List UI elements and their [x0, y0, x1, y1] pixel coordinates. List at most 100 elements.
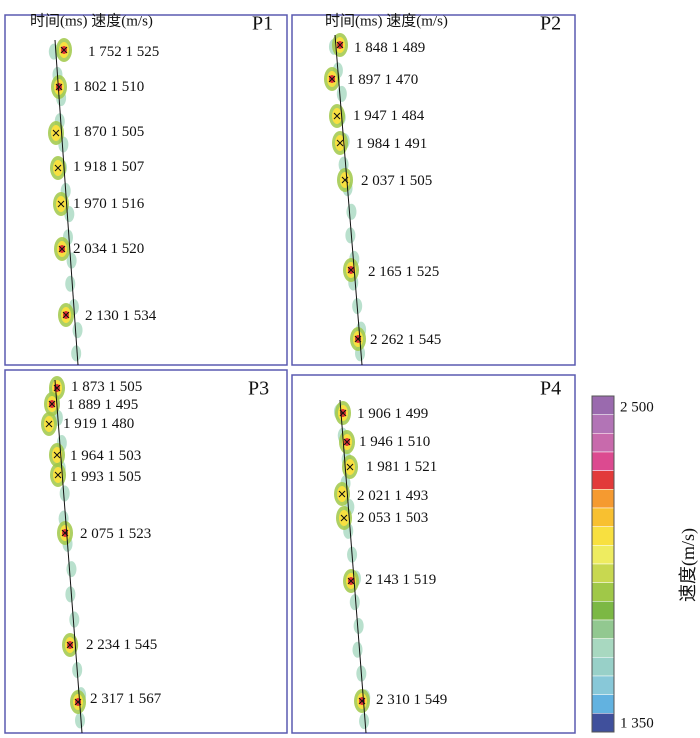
spectrum-blob — [65, 275, 76, 292]
colorbar-segment — [591, 433, 615, 453]
pick-label: 1 848 1 489 — [354, 40, 425, 56]
pick-time: 1 897 — [347, 72, 381, 88]
spectrum-blob — [349, 594, 360, 611]
pick-time: 2 262 — [370, 332, 404, 348]
pick-label: 1 919 1 480 — [63, 416, 134, 432]
colorbar-segment — [591, 451, 615, 471]
pick-label: 1 918 1 507 — [73, 159, 145, 175]
pick-marker — [54, 471, 62, 479]
pick-time: 1 889 — [67, 397, 101, 413]
pick-velocity: 1 549 — [414, 692, 448, 708]
colorbar-frame — [591, 395, 615, 733]
spectrum-blob — [336, 85, 347, 102]
pick-velocity: 1 523 — [118, 526, 152, 542]
pick-marker — [347, 266, 355, 274]
pick-velocity: 1 525 — [406, 264, 440, 280]
pick-velocity: 1 480 — [101, 416, 135, 432]
pick-time: 2 310 — [376, 692, 410, 708]
pick-velocity: 1 510 — [111, 79, 145, 95]
pick-label: 1 906 1 499 — [357, 406, 428, 422]
spectrum-blob — [69, 611, 80, 628]
spectrum-blob — [71, 345, 82, 362]
pick-velocity: 1 510 — [397, 434, 431, 450]
colorbar-segment — [591, 601, 615, 621]
spectrum-blob — [72, 322, 83, 339]
pick-marker — [328, 75, 336, 83]
pick-marker — [58, 245, 66, 253]
panel-label: P3 — [248, 378, 269, 400]
pick-velocity: 1 495 — [105, 397, 139, 413]
pick-label: 1 802 1 510 — [73, 79, 144, 95]
pick-time: 2 165 — [368, 264, 402, 280]
pick-marker — [347, 577, 355, 585]
colorbar-segment — [591, 657, 615, 677]
pick-label: 2 130 1 534 — [85, 308, 157, 324]
pick-velocity: 1 505 — [399, 173, 433, 189]
pick-label: 1 752 1 525 — [88, 44, 159, 60]
pick-velocity: 1 521 — [404, 459, 438, 475]
colorbar-segment — [591, 694, 615, 714]
colorbar-segment — [591, 470, 615, 490]
pick-velocity: 1 491 — [394, 136, 428, 152]
pick-marker — [57, 200, 65, 208]
panel-label: P2 — [540, 13, 561, 35]
pick-marker — [53, 451, 61, 459]
pick-label: 2 037 1 505 — [361, 173, 432, 189]
pick-marker — [333, 112, 341, 120]
pick-marker — [338, 490, 346, 498]
pick-velocity: 1 505 — [109, 379, 143, 395]
colorbar-segment — [591, 526, 615, 546]
pick-label: 2 165 1 525 — [368, 264, 439, 280]
colorbar-max: 2 500 — [620, 399, 654, 415]
pick-marker — [340, 514, 348, 522]
pick-marker — [62, 311, 70, 319]
pick-time: 1 919 — [63, 416, 97, 432]
pick-label: 1 870 1 505 — [73, 124, 144, 140]
pick-velocity: 1 520 — [111, 241, 145, 257]
pick-time: 2 234 — [86, 637, 120, 653]
colorbar-segment — [591, 638, 615, 658]
pick-label: 1 970 1 516 — [73, 196, 145, 212]
colorbar-segment — [591, 619, 615, 639]
pick-velocity: 1 525 — [126, 44, 160, 60]
pick-time: 1 981 — [366, 459, 400, 475]
spectrum-blob — [353, 617, 364, 634]
pick-label: 1 946 1 510 — [359, 434, 430, 450]
pick-time: 1 946 — [359, 434, 393, 450]
colorbar-segment — [591, 713, 615, 733]
pick-marker — [55, 83, 63, 91]
pick-velocity: 1 489 — [392, 40, 426, 56]
pick-label: 2 317 1 567 — [90, 691, 162, 707]
pick-marker — [346, 463, 354, 471]
trend-line — [54, 379, 83, 734]
pick-velocity: 1 534 — [123, 308, 157, 324]
pick-time: 2 021 — [357, 488, 391, 504]
pick-velocity: 1 499 — [395, 406, 429, 422]
spectrum-blob — [75, 712, 86, 729]
pick-velocity: 1 516 — [111, 196, 145, 212]
pick-label: 2 234 1 545 — [86, 637, 157, 653]
pick-time: 2 317 — [90, 691, 124, 707]
pick-time: 1 752 — [88, 44, 122, 60]
pick-marker — [54, 164, 62, 172]
pick-label: 1 964 1 503 — [70, 448, 141, 464]
pick-label: 1 947 1 484 — [353, 108, 425, 124]
pick-label: 2 143 1 519 — [365, 572, 436, 588]
colorbar-segment — [591, 582, 615, 602]
trend-line — [339, 399, 367, 734]
pick-time: 1 873 — [71, 379, 105, 395]
pick-velocity: 1 505 — [111, 124, 145, 140]
trend-line — [54, 39, 79, 366]
pick-velocity: 1 545 — [124, 637, 158, 653]
pick-label: 1 981 1 521 — [366, 459, 437, 475]
colorbar-title: 速度(m/s) — [678, 528, 699, 602]
panel-frame — [291, 14, 576, 366]
pick-marker — [336, 139, 344, 147]
pick-marker — [336, 41, 344, 49]
spectrum-blob — [65, 586, 76, 603]
pick-time: 1 870 — [73, 124, 107, 140]
pick-marker — [66, 641, 74, 649]
pick-velocity: 1 567 — [128, 691, 162, 707]
pick-velocity: 1 507 — [111, 159, 145, 175]
pick-time: 1 918 — [73, 159, 107, 175]
